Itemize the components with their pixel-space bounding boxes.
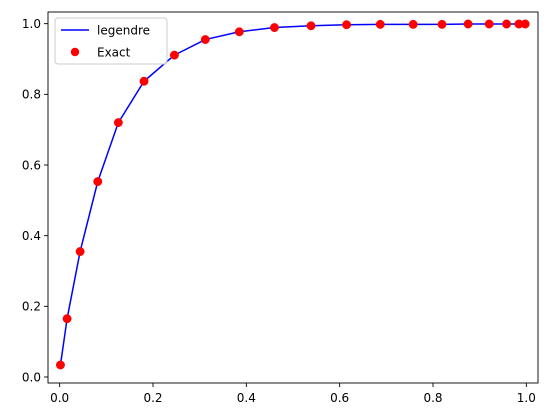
y-tick-label: 1.0	[22, 17, 41, 31]
data-point-Exact	[93, 177, 103, 187]
data-point-Exact	[75, 247, 85, 257]
x-tick-label: 0.6	[330, 391, 349, 405]
data-point-Exact	[520, 19, 530, 29]
legend: legendre Exact	[54, 17, 168, 65]
x-tick-label: 0.4	[237, 391, 256, 405]
x-tick-label: 0.0	[50, 391, 69, 405]
axes-frame	[47, 11, 539, 384]
data-point-Exact	[234, 27, 244, 37]
x-tick-label: 0.2	[143, 391, 162, 405]
legend-swatch-Exact	[70, 47, 80, 57]
y-tick-label: 0.6	[22, 158, 41, 172]
data-point-Exact	[502, 19, 511, 29]
legend-label-legendre: legendre	[97, 24, 150, 38]
data-point-Exact	[270, 23, 279, 32]
plot-area	[56, 19, 530, 370]
data-point-Exact	[62, 314, 72, 324]
x-tick-label: 0.8	[423, 391, 442, 405]
data-point-Exact	[342, 20, 352, 30]
data-point-Exact	[113, 118, 123, 128]
data-point-Exact	[375, 19, 385, 29]
x-tick-label: 1.0	[517, 391, 536, 405]
data-point-Exact	[437, 19, 447, 29]
axes: 0.0 0.2 0.4 0.6 0.8 1.0 0.0 0.2 0.4 0.6 0.8 1.0	[22, 11, 539, 405]
data-point-Exact	[139, 76, 149, 86]
legend-label-Exact: Exact	[97, 46, 131, 60]
data-point-Exact	[56, 360, 65, 370]
data-point-Exact	[200, 35, 210, 45]
data-point-Exact	[408, 19, 418, 29]
y-tick-label: 0.4	[22, 229, 41, 243]
y-tick-label: 0.2	[22, 300, 41, 314]
data-point-Exact	[169, 50, 179, 60]
data-point-Exact	[306, 21, 316, 31]
data-point-Exact	[463, 19, 473, 29]
y-tick-label: 0.0	[22, 370, 41, 384]
data-point-Exact	[484, 19, 494, 29]
y-tick-label: 0.8	[22, 88, 41, 102]
